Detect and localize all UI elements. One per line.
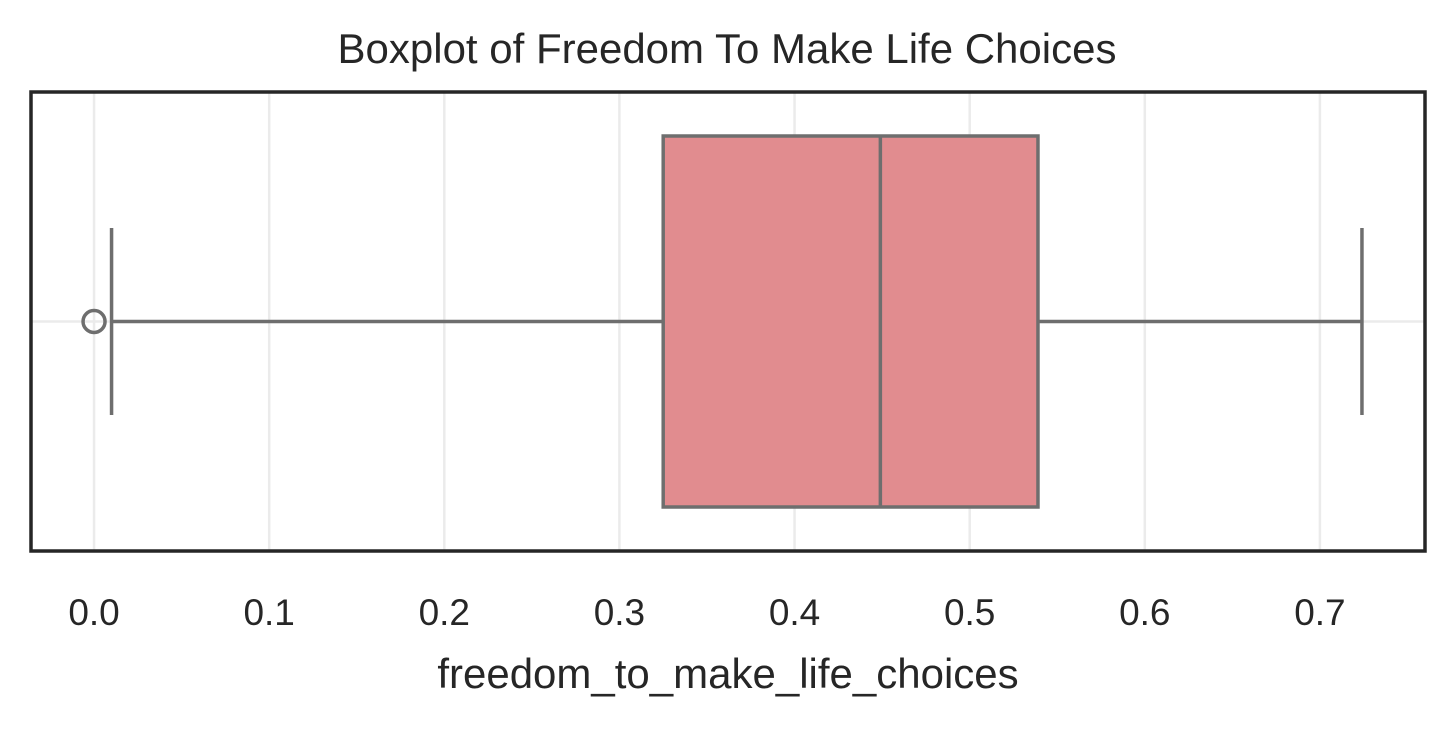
x-tick-label-7: 0.7 (1294, 592, 1345, 633)
iqr-box (661, 134, 1040, 509)
chart-title: Boxplot of Freedom To Make Life Choices (338, 25, 1117, 72)
x-tick-label-0: 0.0 (68, 592, 119, 633)
x-tick-label-6: 0.6 (1119, 592, 1170, 633)
plot-area (81, 134, 1364, 509)
x-tick-label-1: 0.1 (243, 592, 294, 633)
outlier-point-0 (81, 308, 107, 335)
x-axis-label: freedom_to_make_life_choices (437, 650, 1018, 697)
x-tick-label-3: 0.3 (594, 592, 645, 633)
x-tick-labels: 0.0 0.1 0.2 0.3 0.4 0.5 0.6 0.7 (68, 592, 1345, 633)
plot-frame (29, 90, 1427, 553)
x-tick-label-4: 0.4 (769, 592, 820, 633)
x-tick-label-2: 0.2 (419, 592, 470, 633)
x-tick-label-5: 0.5 (944, 592, 995, 633)
